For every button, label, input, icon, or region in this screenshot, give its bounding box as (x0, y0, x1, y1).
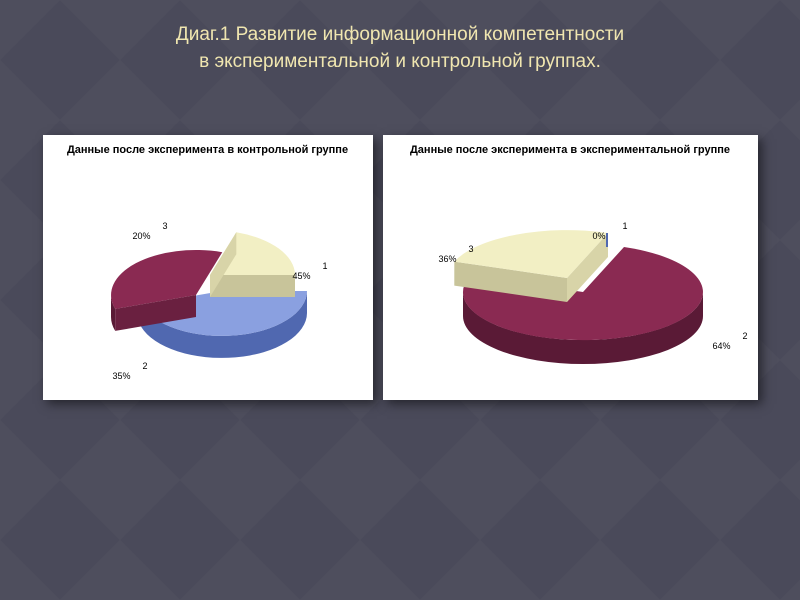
chart-panel-control-group: Данные после эксперимента в контрольной … (43, 135, 373, 400)
slide-background: Диаг.1 Развитие информационной компетент… (0, 0, 800, 600)
pie-area-left: 145% 235% 320% (43, 157, 373, 400)
pie-area-right: 10% 264% 336% (383, 157, 758, 400)
slice-label-1-left: 145% (293, 252, 328, 292)
chart-title-left: Данные после эксперимента в контрольной … (43, 135, 373, 157)
slice-label-1-right: 10% (593, 212, 628, 252)
title-line-2: в экспериментальной и контрольной группа… (199, 51, 601, 72)
slice-label-3-right: 336% (439, 235, 474, 275)
chart-title-right: Данные после эксперимента в эксперимента… (383, 135, 758, 157)
slice-label-3-left: 320% (133, 212, 168, 252)
slide-title: Диаг.1 Развитие информационной компетент… (0, 0, 800, 75)
slice-label-2-right: 264% (713, 322, 748, 362)
chart-panel-experimental-group: Данные после эксперимента в эксперимента… (383, 135, 758, 400)
slice-label-2-left: 235% (113, 352, 148, 392)
charts-row: Данные после эксперимента в контрольной … (0, 135, 800, 400)
title-line-1: Диаг.1 Развитие информационной компетент… (176, 24, 624, 45)
